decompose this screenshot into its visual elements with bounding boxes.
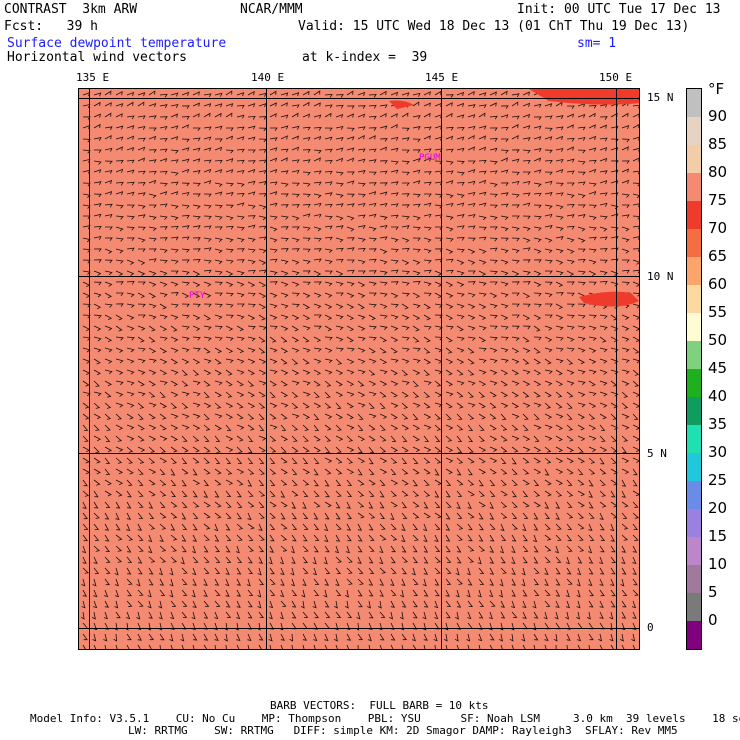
- station-pty: PTY: [189, 291, 206, 301]
- legend-swatch: [687, 285, 701, 313]
- legend-swatch: [687, 621, 701, 649]
- legend-label: 5: [708, 583, 718, 601]
- legend-swatch: [687, 537, 701, 565]
- wind-barb-field: [80, 90, 639, 649]
- legend-label: 15: [708, 527, 728, 545]
- legend-label: 35: [708, 415, 728, 433]
- legend-swatch: [687, 173, 701, 201]
- org-label: NCAR/MMM: [240, 2, 303, 17]
- legend-swatch: [687, 593, 701, 621]
- legend-swatch: [687, 201, 701, 229]
- meridian-140: [266, 89, 267, 649]
- legend-swatch: [687, 257, 701, 285]
- legend-label: 75: [708, 191, 728, 209]
- meridian-150: [616, 89, 617, 649]
- legend-swatch: [687, 425, 701, 453]
- legend-swatch: [687, 117, 701, 145]
- field-title-dewpoint: Surface dewpoint temperature: [7, 36, 227, 51]
- legend-swatch: [687, 313, 701, 341]
- legend-swatch: [687, 397, 701, 425]
- field-title-wind: Horizontal wind vectors: [7, 50, 188, 65]
- station-pgum: PGUM: [419, 153, 441, 163]
- legend-swatch: [687, 89, 701, 117]
- forecast-hour: Fcst: 39 h: [4, 19, 98, 34]
- lat-label-5n: 5 N: [647, 447, 667, 460]
- legend-label: 85: [708, 135, 728, 153]
- init-time: Init: 00 UTC Tue 17 Dec 13: [517, 2, 721, 17]
- valid-time: Valid: 15 UTC Wed 18 Dec 13 (01 ChT Thu …: [298, 19, 690, 34]
- legend-label: 10: [708, 555, 728, 573]
- legend-label: 0: [708, 611, 718, 629]
- legend-label: 90: [708, 107, 728, 125]
- lon-label-145: 145 E: [425, 71, 459, 84]
- legend-label: 20: [708, 499, 728, 517]
- color-legend: [686, 88, 702, 650]
- legend-swatch: [687, 509, 701, 537]
- legend-label: 70: [708, 219, 728, 237]
- meridian-135: [89, 89, 90, 649]
- legend-swatch: [687, 145, 701, 173]
- legend-unit: °F: [708, 80, 725, 98]
- legend-label: 80: [708, 163, 728, 181]
- legend-swatch: [687, 453, 701, 481]
- smoothing-label: sm= 1: [577, 36, 617, 51]
- lon-label-150: 150 E: [599, 71, 633, 84]
- legend-label: 65: [708, 247, 728, 265]
- lon-label-135: 135 E: [76, 71, 110, 84]
- legend-label: 60: [708, 275, 728, 293]
- lat-label-10n: 10 N: [647, 270, 674, 283]
- parallel-15n: [79, 98, 639, 99]
- parallel-10n: [79, 276, 639, 277]
- parallel-5n: [79, 453, 639, 454]
- k-index-label: at k-index = 39: [302, 50, 428, 65]
- legend-label: 40: [708, 387, 728, 405]
- legend-label: 50: [708, 331, 728, 349]
- legend-label: 25: [708, 471, 728, 489]
- barb-vectors-note: BARB VECTORS: FULL BARB = 10 kts: [270, 699, 489, 712]
- lon-label-140: 140 E: [251, 71, 285, 84]
- lat-label-15n: 15 N: [647, 91, 674, 104]
- legend-label: 55: [708, 303, 728, 321]
- model-info-line1: Model Info: V3.5.1 CU: No Cu MP: Thompso…: [30, 712, 740, 725]
- legend-swatch: [687, 229, 701, 257]
- moisture-highlights: [389, 89, 639, 307]
- legend-swatch: [687, 481, 701, 509]
- legend-swatch: [687, 369, 701, 397]
- meridian-145: [441, 89, 442, 649]
- parallel-0: [79, 628, 639, 629]
- legend-swatch: [687, 341, 701, 369]
- legend-label: 30: [708, 443, 728, 461]
- dewpoint-map: PGUM PTY: [78, 88, 640, 650]
- model-info-line2: LW: RRTMG SW: RRTMG DIFF: simple KM: 2D …: [128, 724, 678, 737]
- legend-swatch: [687, 565, 701, 593]
- model-title: CONTRAST 3km ARW: [4, 2, 138, 17]
- legend-label: 45: [708, 359, 728, 377]
- lat-label-0: 0: [647, 621, 654, 634]
